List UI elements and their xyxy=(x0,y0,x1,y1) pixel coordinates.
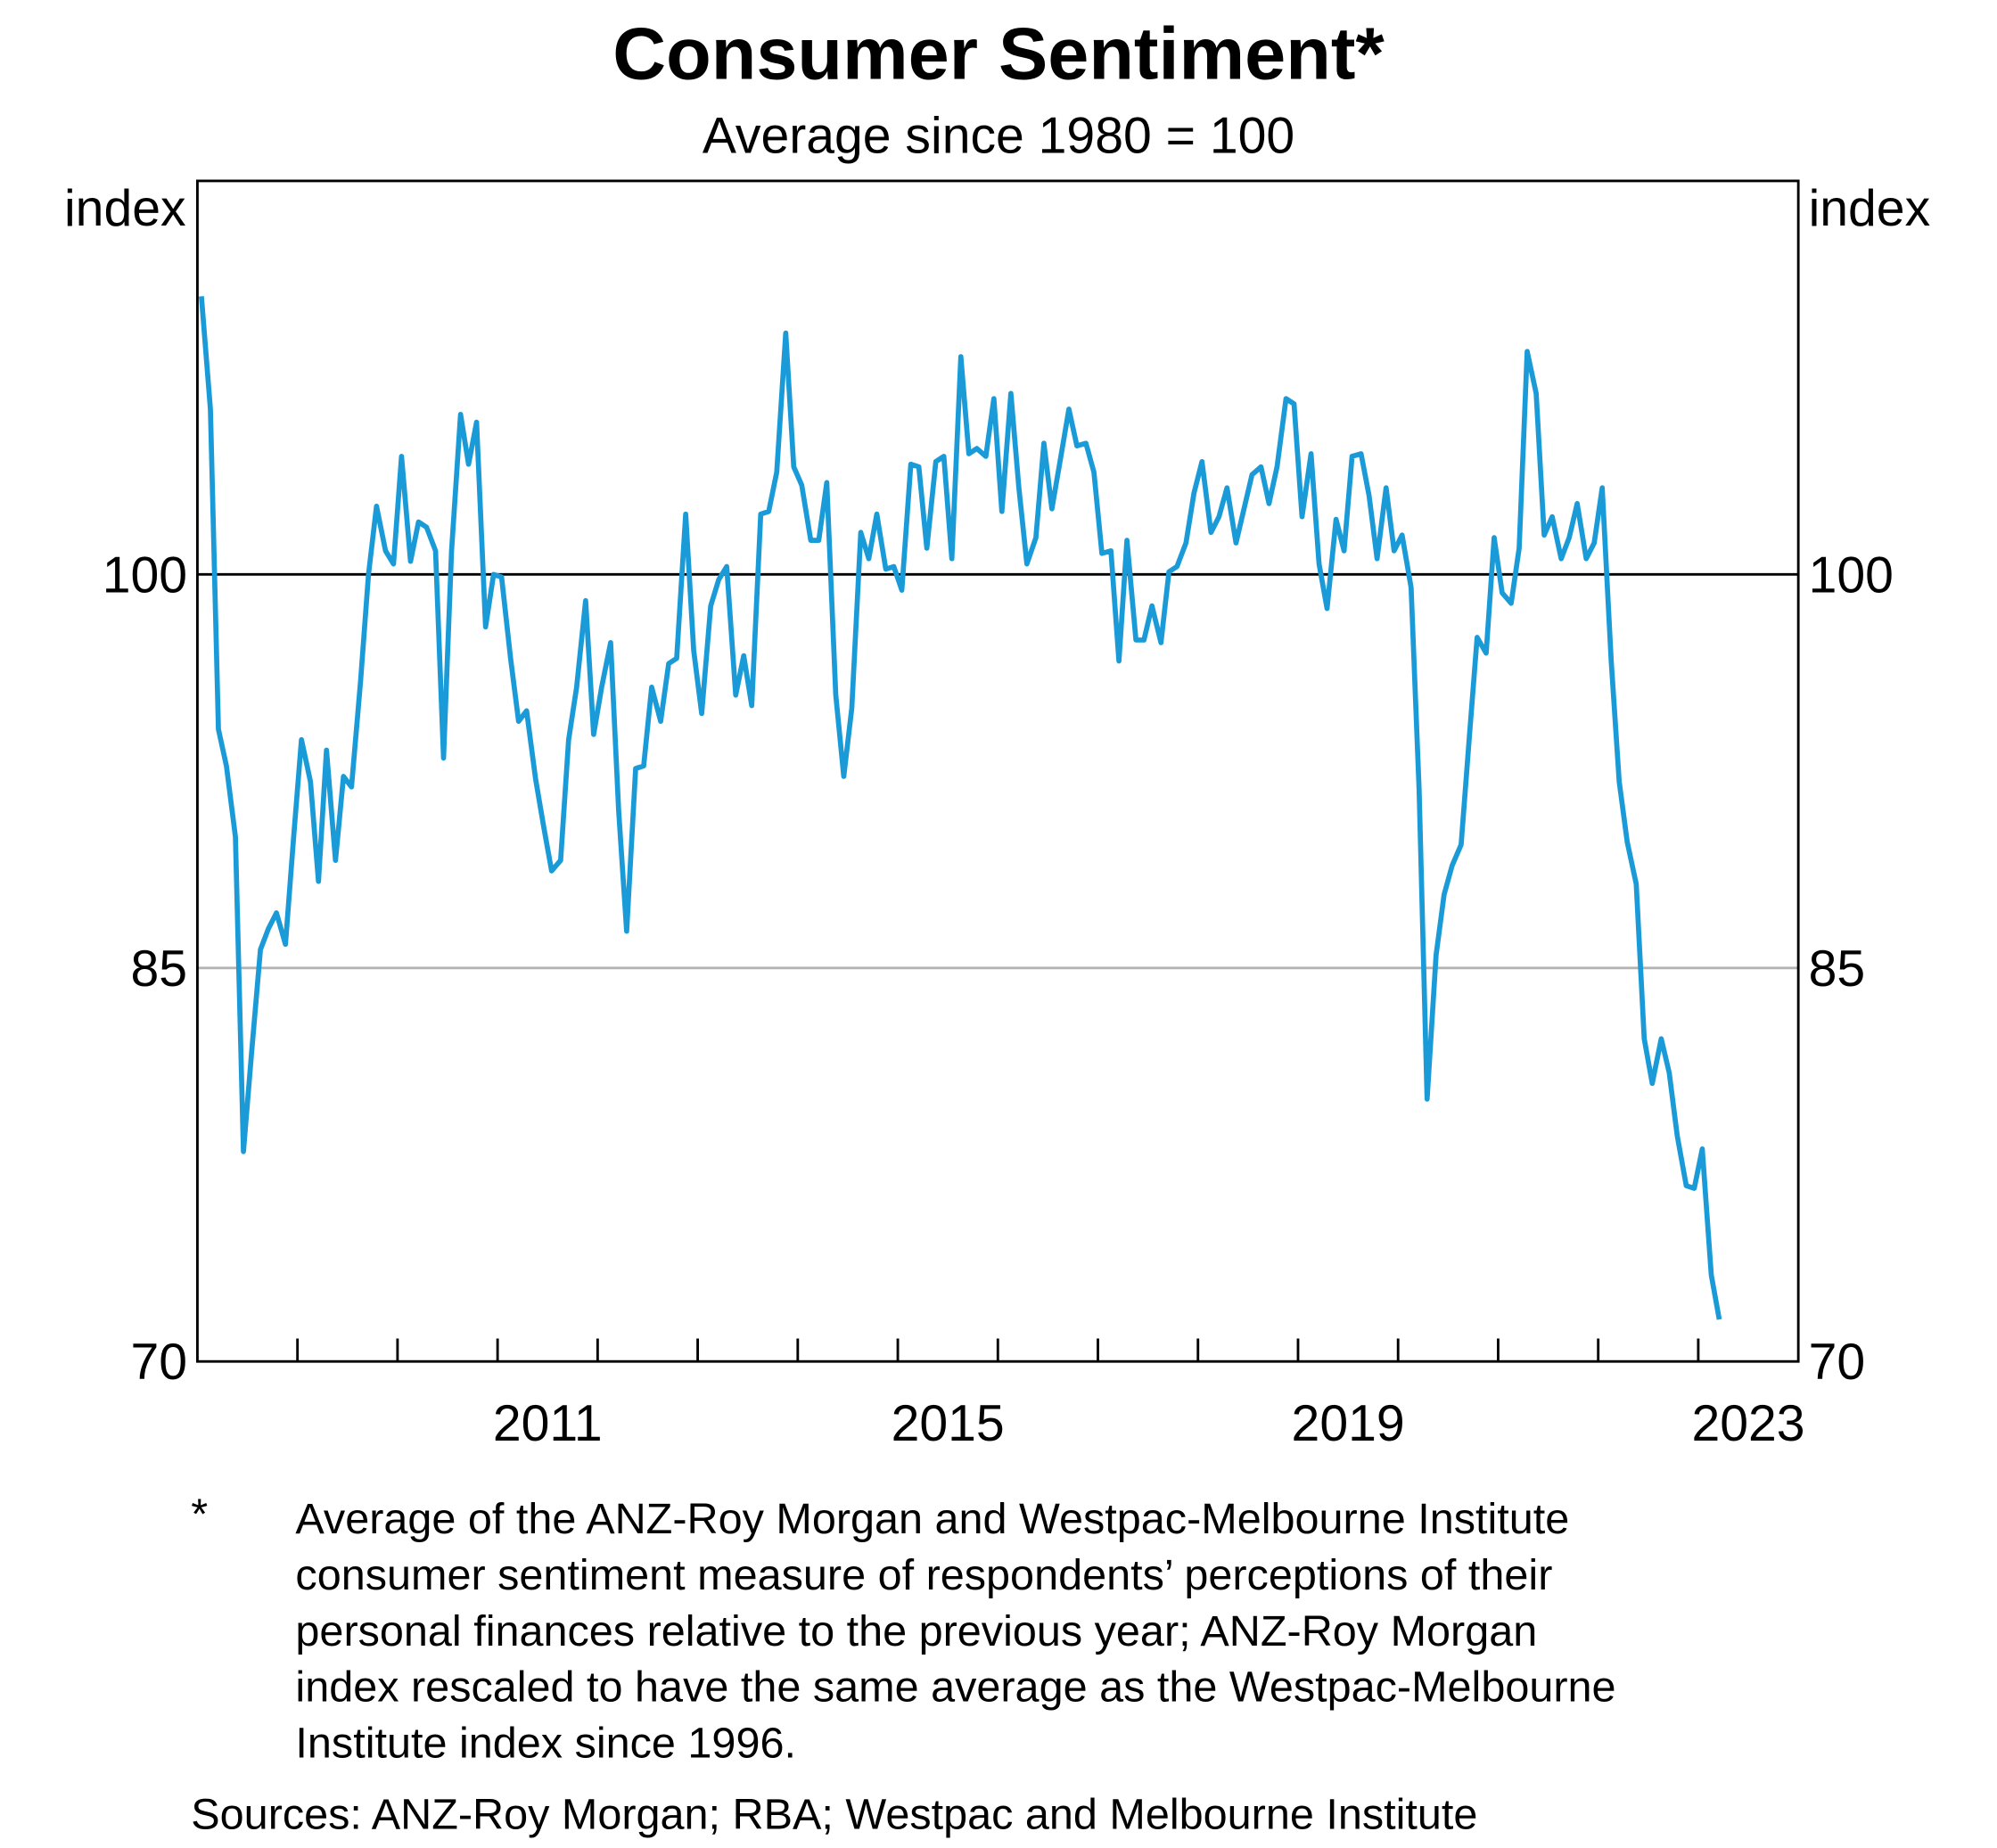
footnote-marker: * xyxy=(191,1490,208,1538)
footnote-line: personal finances relative to the previo… xyxy=(295,1607,1537,1655)
x-tick-label: 2023 xyxy=(1691,1395,1804,1452)
footnote-line: consumer sentiment measure of respondent… xyxy=(295,1551,1552,1599)
y-tick-label: 70 xyxy=(130,1334,187,1391)
chart-subtitle: Average since 1980 = 100 xyxy=(703,108,1294,165)
y-tick-label: 100 xyxy=(103,546,187,604)
y2-tick-label: 85 xyxy=(1809,940,1866,998)
y-tick-label: 85 xyxy=(130,940,187,998)
y-axis-label: index xyxy=(64,180,186,237)
footnote-line: index rescaled to have the same average … xyxy=(295,1663,1615,1712)
data-line xyxy=(199,296,1722,1320)
footnote-line: Institute index since 1996. xyxy=(295,1720,796,1768)
sources: Sources: ANZ-Roy Morgan; RBA; Westpac an… xyxy=(191,1791,1477,1839)
y2-tick-label: 100 xyxy=(1809,546,1894,604)
y2-axis-label: index xyxy=(1809,180,1931,237)
plot-frame xyxy=(195,179,1800,1363)
chart-title: Consumer Sentiment* xyxy=(612,12,1385,95)
x-tick-label: 2011 xyxy=(493,1395,603,1452)
footnote-line: Average of the ANZ-Roy Morgan and Westpa… xyxy=(295,1495,1569,1543)
x-tick-label: 2015 xyxy=(892,1395,1005,1452)
x-tick-label: 2019 xyxy=(1292,1395,1405,1452)
y2-tick-label: 70 xyxy=(1809,1334,1866,1391)
